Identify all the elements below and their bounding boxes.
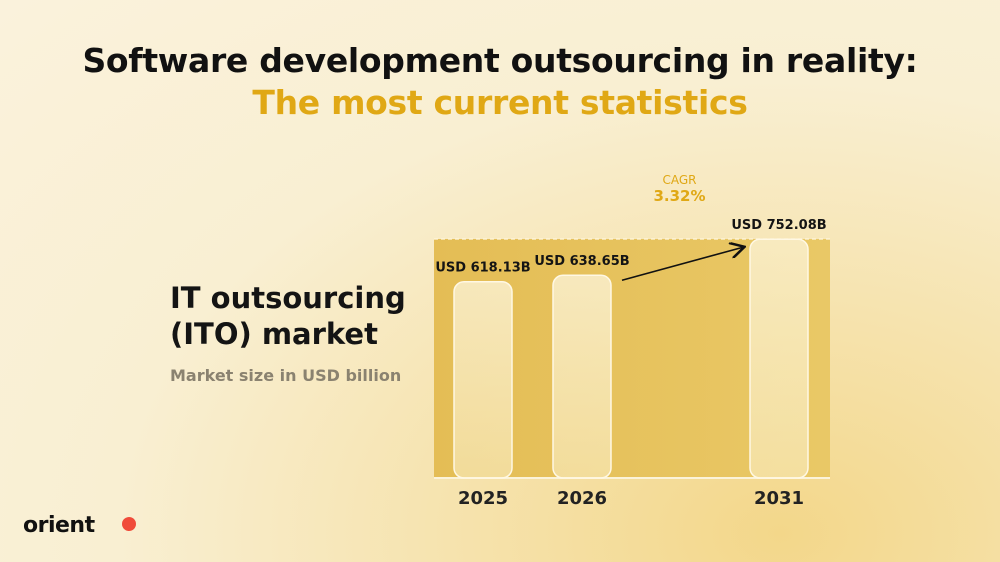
page-title: Software development outsourcing in real… bbox=[0, 40, 1000, 124]
cagr-value: 3.32% bbox=[653, 187, 705, 205]
cagr-arrow bbox=[621, 247, 743, 282]
market-title-line-1: IT outsourcing bbox=[170, 281, 406, 315]
brand-logo: orient bbox=[23, 513, 95, 538]
cagr-label: CAGR bbox=[662, 173, 696, 187]
data-label-2026: USD 638.65B bbox=[534, 254, 629, 269]
bar-2026 bbox=[552, 274, 612, 479]
title-line-2: The most current statistics bbox=[252, 83, 748, 122]
data-label-2025: USD 618.13B bbox=[435, 261, 530, 276]
x-tick-label-2025: 2025 bbox=[458, 488, 508, 509]
brand-logo-dot-icon bbox=[122, 517, 136, 531]
bar-2025 bbox=[453, 280, 513, 479]
market-subtitle: Market size in USD billion bbox=[170, 366, 402, 385]
bar-2031 bbox=[749, 238, 809, 479]
title-line-1: Software development outsourcing in real… bbox=[82, 41, 918, 80]
x-tick-label-2026: 2026 bbox=[557, 488, 607, 509]
x-tick-label-2031: 2031 bbox=[754, 488, 804, 509]
data-label-2031: USD 752.08B bbox=[731, 218, 826, 233]
market-title-line-2: (ITO) market bbox=[170, 317, 378, 351]
market-title: IT outsourcing (ITO) market bbox=[170, 280, 406, 352]
